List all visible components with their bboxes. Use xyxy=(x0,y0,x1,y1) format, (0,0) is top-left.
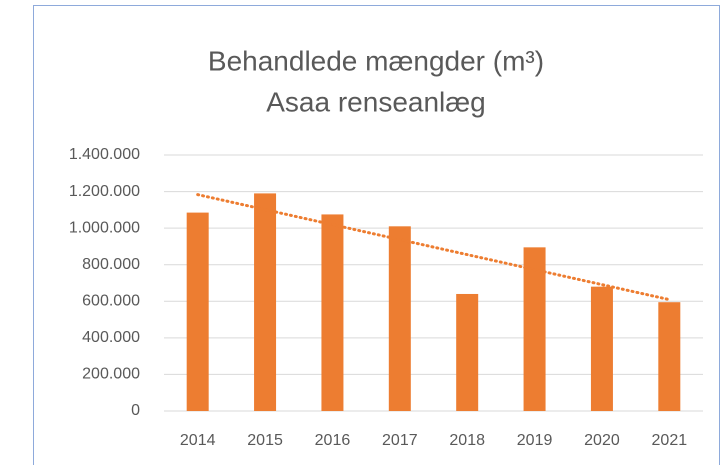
x-tick-label: 2015 xyxy=(247,432,283,449)
bar xyxy=(456,293,479,411)
x-tick-label: 2014 xyxy=(180,432,216,449)
chart-title: Behandlede mængder (m³) xyxy=(208,45,544,76)
x-tick-label: 2016 xyxy=(315,432,351,449)
x-tick-label: 2020 xyxy=(584,432,620,449)
bar xyxy=(321,214,344,411)
bar xyxy=(186,212,209,411)
bar xyxy=(254,193,277,411)
trendline xyxy=(196,193,671,302)
x-tick-label: 2017 xyxy=(382,432,418,449)
bar xyxy=(523,247,546,411)
bar xyxy=(388,226,411,411)
x-tick-label: 2018 xyxy=(449,432,485,449)
y-tick-label: 600.000 xyxy=(82,293,140,310)
bar xyxy=(590,286,613,411)
y-tick-label: 1.400.000 xyxy=(69,146,140,163)
x-tick-label: 2019 xyxy=(517,432,553,449)
y-tick-label: 400.000 xyxy=(82,329,140,346)
bar xyxy=(658,302,681,411)
x-tick-label: 2021 xyxy=(652,432,688,449)
y-tick-label: 200.000 xyxy=(82,366,140,383)
y-tick-label: 1.000.000 xyxy=(69,219,140,236)
y-tick-label: 800.000 xyxy=(82,256,140,273)
y-tick-label: 1.200.000 xyxy=(69,183,140,200)
y-tick-label: 0 xyxy=(131,402,140,419)
chart-subtitle: Asaa renseanlæg xyxy=(266,86,485,117)
